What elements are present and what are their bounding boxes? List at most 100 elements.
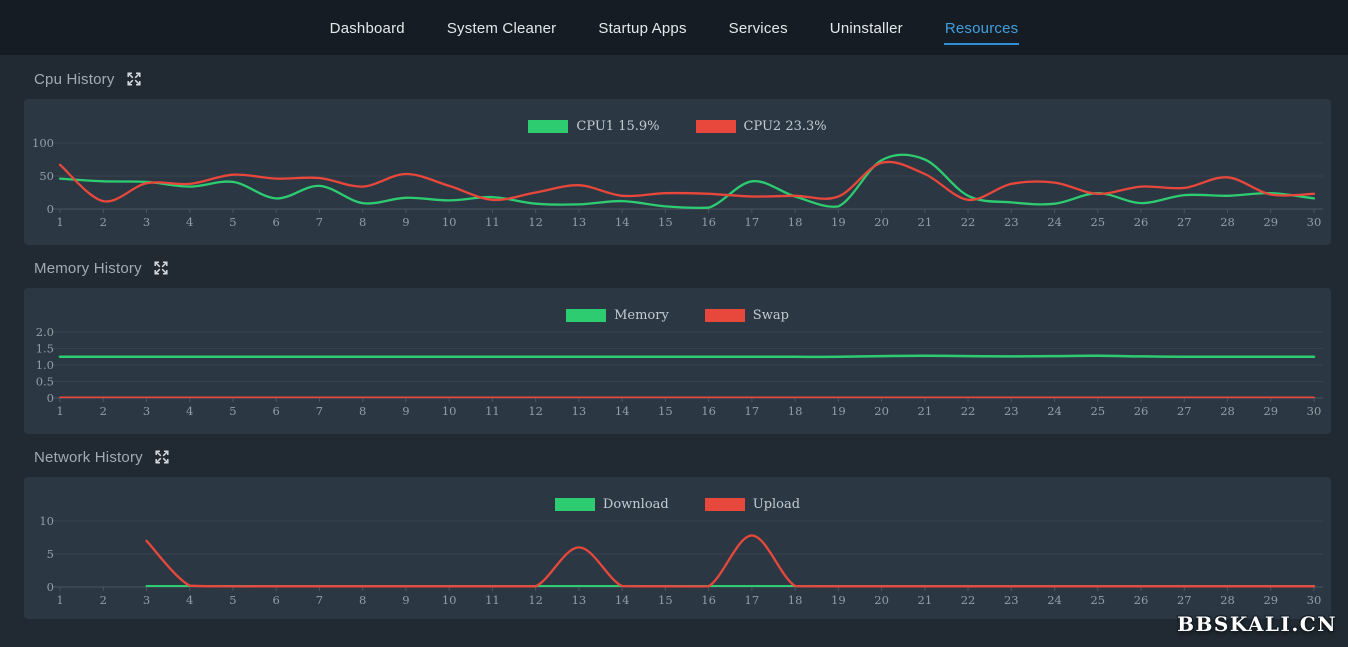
svg-text:19: 19 [831,593,846,607]
svg-text:27: 27 [1177,593,1192,607]
legend-swatch [566,309,606,322]
svg-text:6: 6 [273,404,280,418]
network-history-title: Network History [34,449,143,466]
svg-text:30: 30 [1307,404,1322,418]
legend-item: Download [555,497,669,512]
tab-dashboard[interactable]: Dashboard [329,10,406,45]
svg-text:14: 14 [615,593,630,607]
svg-text:21: 21 [918,215,933,229]
svg-text:4: 4 [186,404,193,418]
svg-text:13: 13 [572,215,587,229]
expand-icon[interactable] [126,71,142,87]
svg-text:7: 7 [316,593,323,607]
tab-services[interactable]: Services [728,10,789,45]
svg-text:9: 9 [402,593,409,607]
svg-text:26: 26 [1134,593,1149,607]
legend-label: Memory [614,308,669,323]
svg-text:29: 29 [1263,215,1278,229]
svg-text:4: 4 [186,215,193,229]
svg-text:19: 19 [831,404,846,418]
svg-text:22: 22 [961,215,976,229]
svg-text:5: 5 [229,215,236,229]
svg-text:25: 25 [1090,404,1105,418]
svg-text:17: 17 [745,215,760,229]
svg-text:15: 15 [658,215,673,229]
svg-text:25: 25 [1090,215,1105,229]
svg-text:6: 6 [273,593,280,607]
svg-text:23: 23 [1004,404,1019,418]
tab-uninstaller[interactable]: Uninstaller [829,10,904,45]
network-history-panel: Download Upload 051012345678910111213141… [24,477,1331,619]
svg-text:13: 13 [572,404,587,418]
svg-text:26: 26 [1134,215,1149,229]
svg-text:2: 2 [100,404,107,418]
svg-text:0: 0 [47,580,54,594]
top-nav: Dashboard System Cleaner Startup Apps Se… [0,0,1348,55]
watermark: BBSKALI.CN [1177,612,1337,636]
svg-text:20: 20 [874,215,889,229]
svg-text:14: 14 [615,404,630,418]
svg-text:15: 15 [658,593,673,607]
svg-text:1.0: 1.0 [36,358,54,372]
svg-text:18: 18 [788,593,803,607]
svg-text:10: 10 [39,514,54,528]
svg-text:8: 8 [359,593,366,607]
svg-text:10: 10 [442,215,457,229]
legend-item: CPU2 23.3% [696,119,827,134]
tab-resources[interactable]: Resources [944,10,1020,45]
tab-startup-apps[interactable]: Startup Apps [597,10,687,45]
svg-text:27: 27 [1177,404,1192,418]
svg-text:20: 20 [874,404,889,418]
svg-text:29: 29 [1263,404,1278,418]
svg-text:25: 25 [1090,593,1105,607]
svg-text:27: 27 [1177,215,1192,229]
svg-text:21: 21 [918,404,933,418]
svg-text:28: 28 [1220,404,1235,418]
legend-label: CPU1 15.9% [576,119,659,134]
svg-text:24: 24 [1047,404,1062,418]
svg-text:9: 9 [402,215,409,229]
svg-text:1: 1 [56,404,63,418]
svg-text:8: 8 [359,404,366,418]
svg-text:24: 24 [1047,593,1062,607]
svg-text:1: 1 [56,593,63,607]
svg-text:29: 29 [1263,593,1278,607]
cpu-history-title: Cpu History [34,71,115,88]
svg-text:16: 16 [701,215,716,229]
memory-history-title: Memory History [34,260,142,277]
resources-page: Cpu History CPU1 15.9% CPU2 23.3% 050100… [0,67,1348,619]
svg-text:5: 5 [229,404,236,418]
tab-system-cleaner[interactable]: System Cleaner [446,10,558,45]
legend-label: CPU2 23.3% [744,119,827,134]
svg-text:11: 11 [485,215,500,229]
legend-swatch [555,498,595,511]
svg-text:18: 18 [788,215,803,229]
svg-text:30: 30 [1307,593,1322,607]
memory-history-panel: Memory Swap 00.51.01.52.0123456789101112… [24,288,1331,434]
memory-chart-legend: Memory Swap [24,308,1331,323]
expand-icon[interactable] [154,449,170,465]
legend-swatch [705,498,745,511]
legend-item: Upload [705,497,800,512]
svg-text:24: 24 [1047,215,1062,229]
svg-text:20: 20 [874,593,889,607]
svg-text:2: 2 [100,593,107,607]
svg-text:18: 18 [788,404,803,418]
svg-text:1.5: 1.5 [36,342,54,356]
cpu-chart-legend: CPU1 15.9% CPU2 23.3% [24,119,1331,134]
svg-text:2.0: 2.0 [36,325,54,339]
expand-icon[interactable] [153,260,169,276]
legend-item: Swap [705,308,789,323]
svg-text:17: 17 [745,593,760,607]
legend-swatch [696,120,736,133]
svg-text:2: 2 [100,215,107,229]
svg-text:11: 11 [485,593,500,607]
svg-text:7: 7 [316,215,323,229]
cpu-history-header: Cpu History [34,67,1348,91]
legend-swatch [528,120,568,133]
svg-text:1: 1 [56,215,63,229]
svg-text:12: 12 [528,215,543,229]
svg-text:8: 8 [359,215,366,229]
svg-text:16: 16 [701,593,716,607]
svg-text:9: 9 [402,404,409,418]
